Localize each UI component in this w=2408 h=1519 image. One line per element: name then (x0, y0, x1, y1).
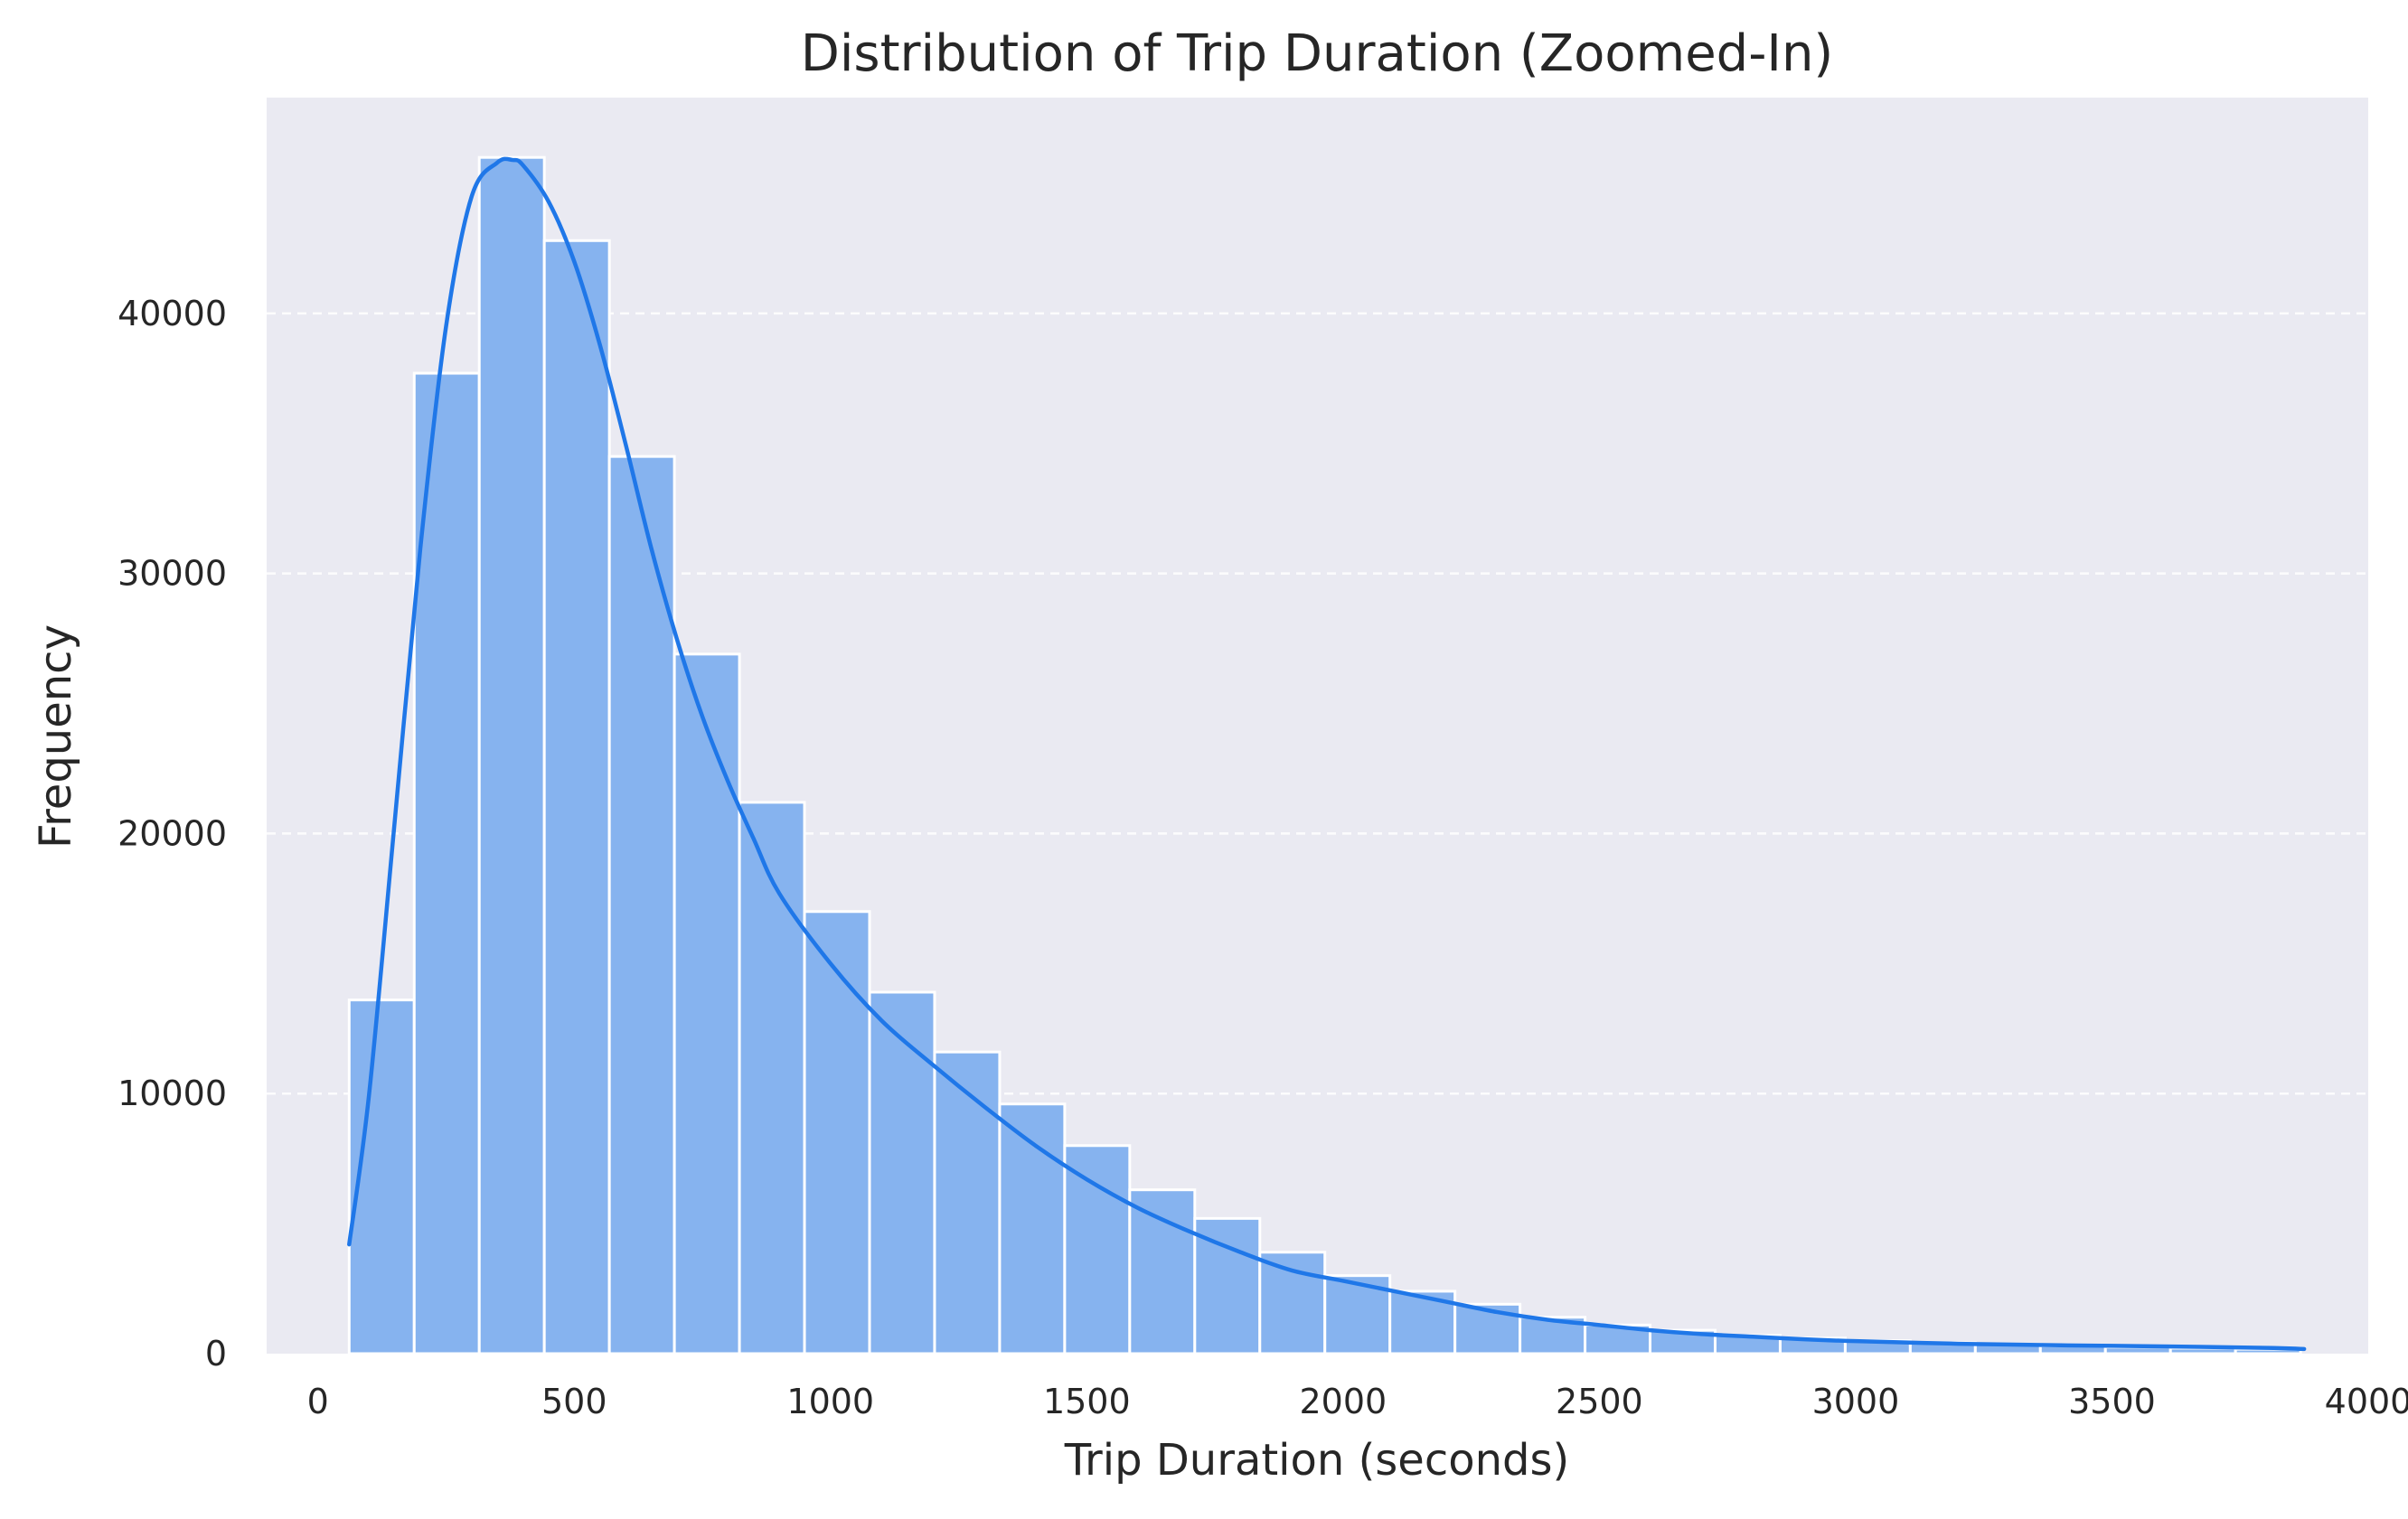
y-tick-label: 0 (205, 1334, 227, 1374)
x-tick-label: 3500 (2068, 1382, 2156, 1421)
histogram-bar (1128, 1188, 1197, 1355)
x-tick-label: 4000 (2325, 1382, 2408, 1421)
histogram-bar (738, 801, 806, 1355)
histogram-bar (1063, 1144, 1132, 1355)
x-axis-label: Trip Duration (seconds) (1064, 1435, 1569, 1486)
chart-title: Distribution of Trip Duration (Zoomed-In… (801, 24, 1834, 83)
y-axis-label: Frequency (31, 624, 81, 849)
histogram-bar (607, 455, 676, 1355)
histogram-bar (1258, 1251, 1327, 1355)
y-tick-label: 30000 (118, 554, 227, 594)
y-tick-label: 40000 (118, 294, 227, 333)
histogram-bars (347, 155, 2302, 1355)
x-tick-label: 2500 (1556, 1382, 1643, 1421)
x-axis-ticks: 0 500 1000 1500 2000 2500 3000 3500 4000 (307, 1382, 2408, 1421)
y-tick-label: 20000 (118, 813, 227, 853)
histogram-bar (803, 910, 871, 1355)
gridlines (267, 312, 2368, 1095)
x-tick-label: 0 (307, 1382, 329, 1421)
y-tick-label: 10000 (118, 1074, 227, 1113)
kde-curve-group (347, 156, 2307, 1352)
x-tick-label: 3000 (1812, 1382, 1900, 1421)
histogram-bar (673, 652, 741, 1355)
x-tick-label: 2000 (1299, 1382, 1387, 1421)
x-tick-label: 1000 (786, 1382, 874, 1421)
x-tick-label: 1500 (1043, 1382, 1131, 1421)
histogram-bar (477, 155, 546, 1355)
histogram-bar (933, 1050, 1002, 1355)
histogram-bar (412, 371, 481, 1355)
kde-line (347, 156, 2307, 1352)
histogram-bar (868, 990, 936, 1355)
histogram-bar (542, 239, 611, 1355)
x-tick-label: 500 (541, 1382, 607, 1421)
y-axis-ticks: 0 10000 20000 30000 40000 (118, 294, 227, 1374)
histogram-bar (1193, 1216, 1262, 1355)
